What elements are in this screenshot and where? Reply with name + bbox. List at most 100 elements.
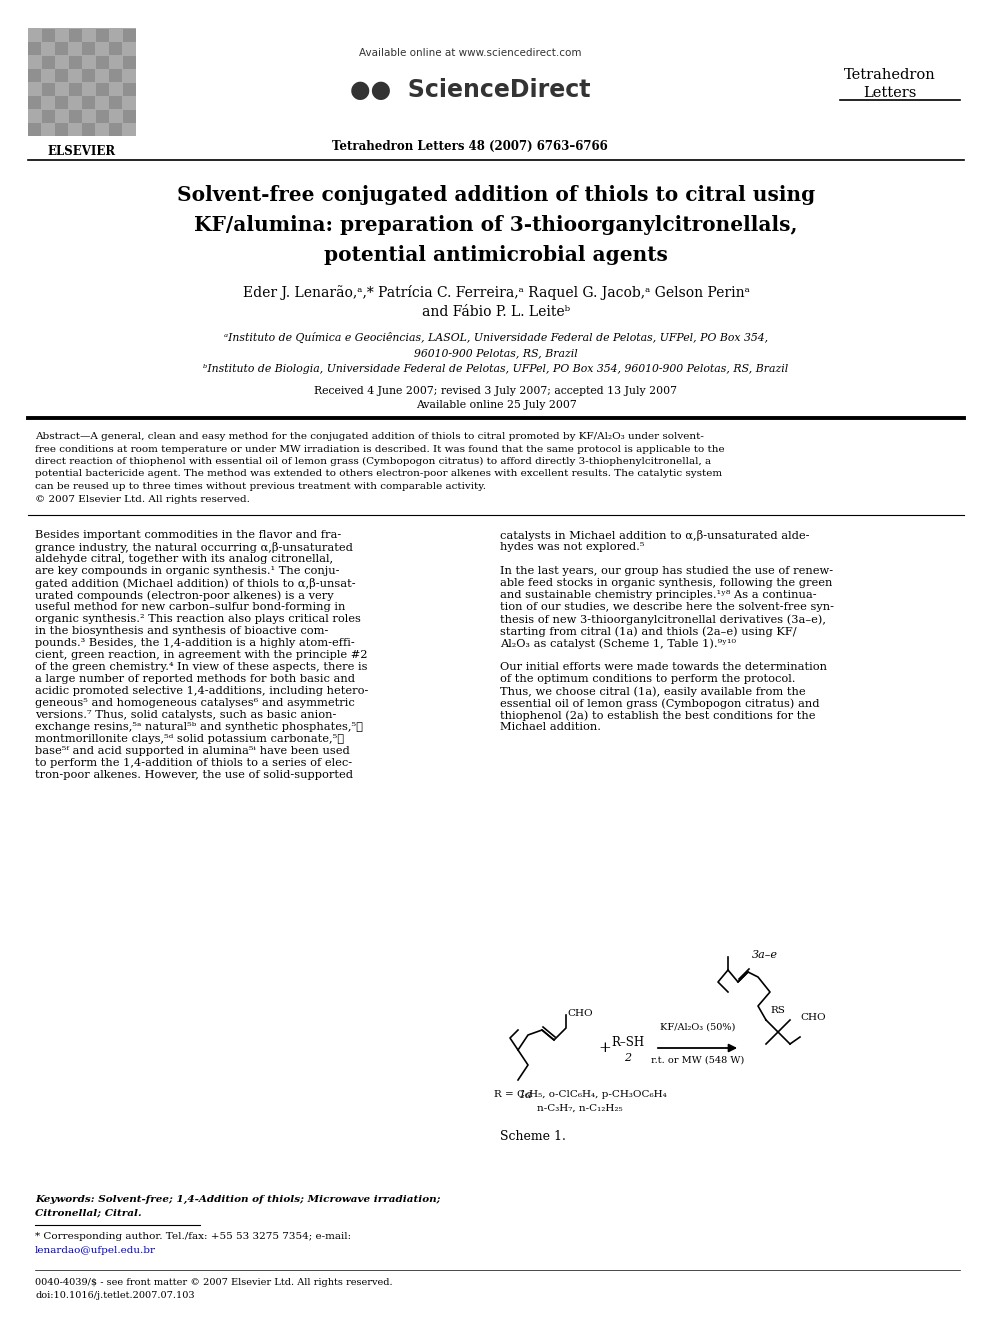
Text: useful method for new carbon–sulfur bond-forming in: useful method for new carbon–sulfur bond… (35, 602, 345, 613)
Bar (82, 97, 95, 108)
Bar (82, 69, 95, 82)
Text: cient, green reaction, in agreement with the principle #2: cient, green reaction, in agreement with… (35, 650, 367, 660)
Bar (109, 69, 122, 82)
Text: doi:10.1016/j.tetlet.2007.07.103: doi:10.1016/j.tetlet.2007.07.103 (35, 1291, 194, 1301)
Bar (122, 29, 136, 41)
Text: versions.⁷ Thus, solid catalysts, such as basic anion-: versions.⁷ Thus, solid catalysts, such a… (35, 710, 336, 720)
Text: Available online 25 July 2007: Available online 25 July 2007 (416, 400, 576, 410)
Bar (122, 110, 136, 123)
Text: * Corresponding author. Tel./fax: +55 53 3275 7354; e-mail:: * Corresponding author. Tel./fax: +55 53… (35, 1232, 351, 1241)
Bar (42, 56, 55, 69)
Bar (28, 123, 41, 136)
Text: Besides important commodities in the flavor and fra-: Besides important commodities in the fla… (35, 531, 341, 540)
Text: pounds.³ Besides, the 1,4-addition is a highly atom-effi-: pounds.³ Besides, the 1,4-addition is a … (35, 638, 355, 648)
Bar (28, 42, 41, 56)
Text: potential antimicrobial agents: potential antimicrobial agents (324, 245, 668, 265)
Text: direct reaction of thiophenol with essential oil of lemon grass (Cymbopogon citr: direct reaction of thiophenol with essen… (35, 456, 711, 466)
Bar (55, 69, 68, 82)
Bar (95, 56, 108, 69)
Text: Tetrahedron: Tetrahedron (844, 67, 935, 82)
Text: Letters: Letters (863, 86, 917, 101)
Text: thesis of new 3-thioorganylcitronellal derivatives (3a–e),: thesis of new 3-thioorganylcitronellal d… (500, 614, 826, 624)
Text: of the green chemistry.⁴ In view of these aspects, there is: of the green chemistry.⁴ In view of thes… (35, 662, 367, 672)
Bar (55, 97, 68, 108)
Bar (55, 123, 68, 136)
Bar (42, 29, 55, 41)
Text: to perform the 1,4-addition of thiols to a series of elec-: to perform the 1,4-addition of thiols to… (35, 758, 352, 767)
Text: exchange resins,⁵ᵃ natural⁵ᵇ and synthetic phosphates,⁵Ნ: exchange resins,⁵ᵃ natural⁵ᵇ and synthet… (35, 722, 363, 732)
Bar (68, 82, 81, 95)
Text: starting from citral (1a) and thiols (2a–e) using KF/: starting from citral (1a) and thiols (2a… (500, 626, 797, 636)
Text: hydes was not explored.⁵: hydes was not explored.⁵ (500, 542, 645, 552)
Text: KF/alumina: preparation of 3-thioorganylcitronellals,: KF/alumina: preparation of 3-thioorganyl… (194, 216, 798, 235)
Text: free conditions at room temperature or under MW irradiation is described. It was: free conditions at room temperature or u… (35, 445, 724, 454)
Text: In the last years, our group has studied the use of renew-: In the last years, our group has studied… (500, 566, 833, 576)
Text: KF/Al₂O₃ (50%): KF/Al₂O₃ (50%) (660, 1023, 735, 1032)
Bar (28, 69, 41, 82)
Bar (95, 110, 108, 123)
Text: n-C₃H₇, n-C₁₂H₂₅: n-C₃H₇, n-C₁₂H₂₅ (538, 1103, 623, 1113)
Text: CHO: CHO (800, 1013, 825, 1023)
Text: urated compounds (electron-poor alkenes) is a very: urated compounds (electron-poor alkenes)… (35, 590, 333, 601)
Bar (95, 82, 108, 95)
Text: of the optimum conditions to perform the protocol.: of the optimum conditions to perform the… (500, 673, 796, 684)
Bar (28, 28, 136, 136)
Bar (109, 42, 122, 56)
Text: catalysts in Michael addition to α,β-unsaturated alde-: catalysts in Michael addition to α,β-uns… (500, 531, 809, 541)
Text: grance industry, the natural occurring α,β-unsaturated: grance industry, the natural occurring α… (35, 542, 353, 553)
Bar (122, 56, 136, 69)
Text: are key compounds in organic synthesis.¹ The conju-: are key compounds in organic synthesis.¹… (35, 566, 339, 576)
Bar (109, 97, 122, 108)
Text: 0040-4039/$ - see front matter © 2007 Elsevier Ltd. All rights reserved.: 0040-4039/$ - see front matter © 2007 El… (35, 1278, 393, 1287)
Text: 2: 2 (624, 1053, 632, 1062)
Text: Received 4 June 2007; revised 3 July 2007; accepted 13 July 2007: Received 4 June 2007; revised 3 July 200… (314, 386, 678, 396)
Text: Tetrahedron Letters 48 (2007) 6763–6766: Tetrahedron Letters 48 (2007) 6763–6766 (332, 140, 608, 153)
Text: and Fábio P. L. Leiteᵇ: and Fábio P. L. Leiteᵇ (422, 306, 570, 319)
Text: Al₂O₃ as catalyst (Scheme 1, Table 1).⁹ʸ¹⁰: Al₂O₃ as catalyst (Scheme 1, Table 1).⁹ʸ… (500, 638, 736, 648)
Text: base⁵ᶠ and acid supported in alumina⁵ᶤ have been used: base⁵ᶠ and acid supported in alumina⁵ᶤ h… (35, 746, 350, 755)
Text: r.t. or MW (548 W): r.t. or MW (548 W) (651, 1056, 744, 1065)
Bar (42, 110, 55, 123)
Text: able feed stocks in organic synthesis, following the green: able feed stocks in organic synthesis, f… (500, 578, 832, 587)
Bar (82, 123, 95, 136)
Text: 3a–e: 3a–e (752, 950, 778, 960)
Text: Scheme 1.: Scheme 1. (500, 1130, 565, 1143)
Text: 96010-900 Pelotas, RS, Brazil: 96010-900 Pelotas, RS, Brazil (414, 348, 578, 359)
Bar (95, 29, 108, 41)
Text: thiophenol (2a) to establish the best conditions for the: thiophenol (2a) to establish the best co… (500, 710, 815, 721)
Text: Abstract—A general, clean and easy method for the conjugated addition of thiols : Abstract—A general, clean and easy metho… (35, 433, 704, 441)
Bar (82, 42, 95, 56)
Text: Citronellal; Citral.: Citronellal; Citral. (35, 1208, 142, 1217)
Bar (68, 29, 81, 41)
Text: Available online at www.sciencedirect.com: Available online at www.sciencedirect.co… (359, 48, 581, 58)
Text: tron-poor alkenes. However, the use of solid-supported: tron-poor alkenes. However, the use of s… (35, 770, 353, 781)
Text: gated addition (Michael addition) of thiols to α,β-unsat-: gated addition (Michael addition) of thi… (35, 578, 355, 589)
Text: ᵃInstituto de Química e Geociências, LASOL, Universidade Federal de Pelotas, UFP: ᵃInstituto de Química e Geociências, LAS… (224, 332, 768, 343)
Text: potential bactericide agent. The method was extended to others electron-poor alk: potential bactericide agent. The method … (35, 470, 722, 479)
Bar (28, 97, 41, 108)
Bar (109, 123, 122, 136)
Text: ELSEVIER: ELSEVIER (48, 146, 116, 157)
Text: R = C₆H₅, o-ClC₆H₄, p-CH₃OC₆H₄: R = C₆H₅, o-ClC₆H₄, p-CH₃OC₆H₄ (494, 1090, 667, 1099)
Text: +: + (598, 1041, 611, 1054)
Text: aldehyde citral, together with its analog citronellal,: aldehyde citral, together with its analo… (35, 554, 333, 564)
Text: essential oil of lemon grass (Cymbopogon citratus) and: essential oil of lemon grass (Cymbopogon… (500, 699, 819, 709)
Text: a large number of reported methods for both basic and: a large number of reported methods for b… (35, 673, 355, 684)
Bar (122, 82, 136, 95)
Text: CHO: CHO (567, 1009, 592, 1019)
Text: in the biosynthesis and synthesis of bioactive com-: in the biosynthesis and synthesis of bio… (35, 626, 328, 636)
Text: Solvent-free conjugated addition of thiols to citral using: Solvent-free conjugated addition of thio… (177, 185, 815, 205)
Text: R–SH: R–SH (611, 1036, 645, 1049)
Text: Our initial efforts were made towards the determination: Our initial efforts were made towards th… (500, 662, 827, 672)
Text: can be reused up to three times without previous treatment with comparable activ: can be reused up to three times without … (35, 482, 486, 491)
Text: Eder J. Lenarão,ᵃ,* Patrícia C. Ferreira,ᵃ Raquel G. Jacob,ᵃ Gelson Perinᵃ: Eder J. Lenarão,ᵃ,* Patrícia C. Ferreira… (243, 284, 749, 300)
Text: montmorillonite clays,⁵ᵈ solid potassium carbonate,⁵Ნ: montmorillonite clays,⁵ᵈ solid potassium… (35, 734, 344, 744)
Text: Michael addition.: Michael addition. (500, 722, 601, 732)
Text: RS: RS (770, 1005, 785, 1015)
Bar (55, 42, 68, 56)
Text: acidic promoted selective 1,4-additions, including hetero-: acidic promoted selective 1,4-additions,… (35, 687, 368, 696)
Bar (68, 56, 81, 69)
Text: 1a: 1a (518, 1090, 532, 1099)
Text: and sustainable chemistry principles.¹ʸ⁸ As a continua-: and sustainable chemistry principles.¹ʸ⁸… (500, 590, 816, 601)
Text: Thus, we choose citral (1a), easily available from the: Thus, we choose citral (1a), easily avai… (500, 687, 806, 697)
